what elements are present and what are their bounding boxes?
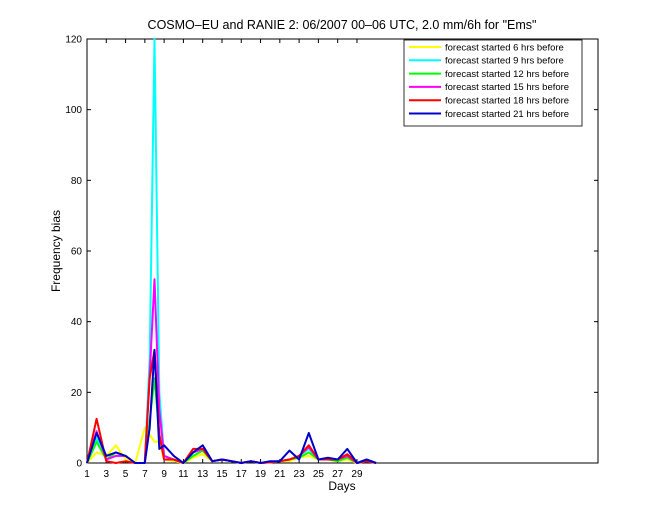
x-tick-label: 23 xyxy=(294,469,306,480)
x-tick-label: 15 xyxy=(216,469,228,480)
x-tick-label: 17 xyxy=(236,469,248,480)
x-tick-label: 7 xyxy=(142,469,148,480)
x-tick-label: 29 xyxy=(351,469,363,480)
series-line-6 xyxy=(86,348,377,464)
x-axis-label: Days xyxy=(328,479,355,493)
legend-label: forecast started 6 hrs before xyxy=(445,42,564,53)
chart-title: COSMO–EU and RANIE 2: 06/2007 00–06 UTC,… xyxy=(148,18,537,32)
x-tick-label: 11 xyxy=(178,469,189,480)
y-axis-label: Frequency bias xyxy=(49,210,63,292)
legend-label: forecast started 12 hrs before xyxy=(445,69,569,80)
x-tick-label: 27 xyxy=(332,469,344,480)
y-tick-label: 40 xyxy=(71,317,83,328)
x-tick-label: 1 xyxy=(84,469,90,480)
y-tick-label: 0 xyxy=(76,459,82,470)
x-tick-label: 3 xyxy=(104,469,110,480)
legend-label: forecast started 9 hrs before xyxy=(445,56,564,67)
legend-label: forecast started 15 hrs before xyxy=(445,82,569,93)
y-tick-label: 120 xyxy=(65,35,82,46)
y-tick-label: 60 xyxy=(71,247,83,258)
legend-box xyxy=(403,39,583,127)
x-tick-label: 13 xyxy=(197,469,209,480)
y-tick-label: 20 xyxy=(71,388,83,399)
series-lines xyxy=(86,38,377,464)
x-tick-label: 5 xyxy=(123,469,129,480)
x-tick-label: 9 xyxy=(161,469,167,480)
legend-label: forecast started 18 hrs before xyxy=(445,96,569,107)
legend-label: forecast started 21 hrs before xyxy=(445,109,569,120)
x-tick-label: 25 xyxy=(313,469,325,480)
x-tick-label: 19 xyxy=(255,469,267,480)
legend: forecast started 6 hrs before forecast st… xyxy=(403,39,583,127)
y-tick-label: 80 xyxy=(71,176,83,187)
y-tick-label: 100 xyxy=(65,105,82,116)
x-tick-label: 21 xyxy=(274,469,286,480)
